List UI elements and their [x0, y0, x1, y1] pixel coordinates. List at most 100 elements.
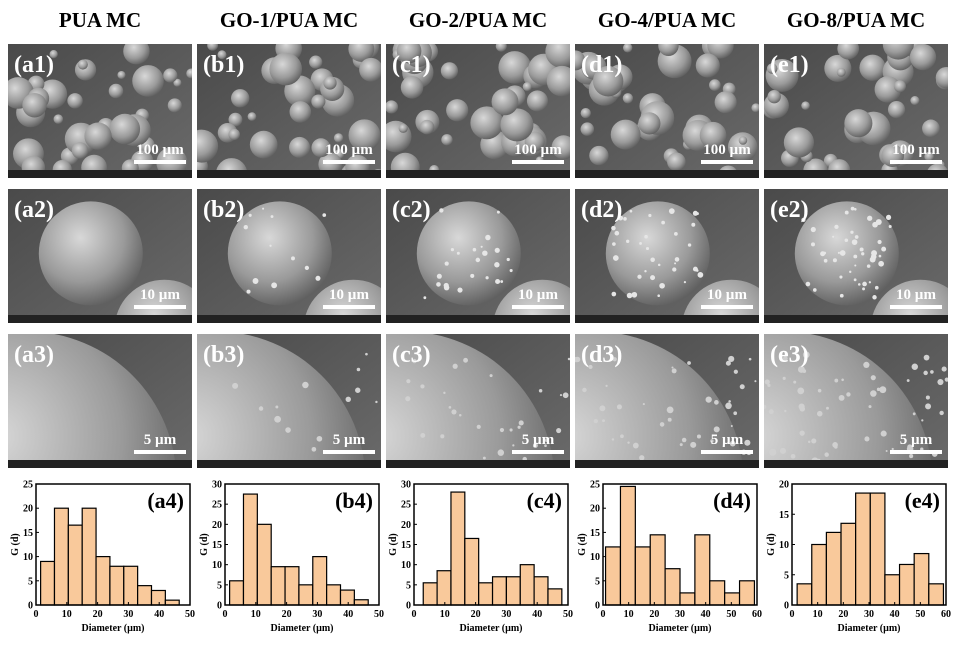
microsphere: [575, 50, 586, 71]
histogram-bar: [123, 565, 139, 606]
surface-particle: [648, 213, 652, 218]
surface-particle: [559, 394, 563, 397]
histogram-bar: [284, 566, 300, 606]
scale-label: 100 µm: [136, 142, 184, 158]
surface-particle: [262, 207, 265, 210]
info-bar: [764, 460, 948, 468]
surface-particle: [733, 369, 738, 374]
surface-particle: [642, 403, 645, 406]
x-tick-label: 20: [838, 609, 848, 620]
surface-particle: [888, 225, 892, 229]
sem-image: [575, 334, 759, 468]
panel-label: (c4): [527, 488, 562, 513]
surface-particle: [602, 419, 606, 423]
microsphere: [440, 62, 459, 80]
microsphere: [766, 63, 778, 74]
surface-particle: [813, 288, 817, 292]
surface-particle: [246, 289, 251, 294]
surface-particle: [782, 376, 786, 380]
surface-particle: [807, 440, 811, 444]
histogram-bar: [649, 534, 666, 606]
microsphere: [419, 119, 435, 135]
surface-particle: [243, 225, 248, 230]
histogram-bar: [664, 568, 681, 606]
surface-particle: [406, 379, 411, 384]
surface-particle: [480, 245, 483, 248]
microsphere: [658, 44, 679, 56]
panel-label: (c1): [392, 52, 431, 78]
surface-particle: [356, 367, 361, 372]
surface-particle: [616, 404, 622, 410]
panel-label: (c2): [392, 197, 431, 223]
surface-particle: [687, 243, 692, 247]
surface-particle: [872, 221, 878, 228]
microsphere: [887, 101, 906, 119]
sem-image: [764, 334, 948, 480]
surface-particle: [499, 427, 505, 433]
scale-label: 5 µm: [900, 432, 933, 448]
microsphere: [197, 129, 219, 163]
surface-particle: [420, 432, 426, 438]
histogram-bar: [840, 522, 857, 606]
sem-image: [8, 189, 192, 323]
microsphere: [38, 201, 143, 306]
x-tick-label: 30: [501, 609, 511, 620]
histogram-bar: [353, 599, 369, 606]
histogram-bar: [619, 485, 636, 606]
surface-particle: [695, 269, 699, 272]
surface-particle: [671, 366, 674, 369]
surface-particle: [866, 264, 871, 268]
surface-particle: [906, 379, 910, 382]
surface-particle: [862, 287, 865, 291]
surface-particle: [922, 476, 926, 480]
y-tick-label: 10: [779, 540, 789, 551]
panel-label: (e4): [905, 488, 940, 513]
y-tick-label: 30: [401, 480, 411, 491]
microsphere: [714, 91, 737, 114]
microsphere: [870, 279, 948, 323]
surface-particle: [849, 270, 852, 274]
surface-particle: [626, 292, 633, 299]
surface-particle: [302, 381, 309, 389]
surface-particle: [832, 258, 837, 263]
info-bar: [197, 315, 381, 323]
surface-particle: [285, 427, 291, 433]
sem-content: [575, 44, 759, 178]
surface-particle: [276, 468, 281, 473]
microsphere: [551, 135, 570, 160]
surface-particle: [659, 422, 665, 427]
surface-particle: [891, 447, 894, 451]
panel-label: (b3): [203, 342, 244, 368]
surface-particle: [870, 375, 876, 381]
column-title: GO-1/PUA MC: [220, 8, 358, 32]
microsphere: [783, 127, 814, 158]
info-bar: [386, 315, 570, 323]
surface-particle: [805, 281, 811, 287]
histogram-bar: [855, 492, 871, 606]
x-tick-label: 20: [282, 609, 292, 620]
surface-particle: [345, 396, 351, 402]
y-axis-title: G (d): [199, 533, 210, 556]
surface-particle: [365, 352, 368, 356]
microsphere: [359, 57, 381, 82]
surface-particle: [799, 430, 805, 436]
histogram-bar: [519, 564, 535, 606]
microsphere: [22, 93, 47, 118]
panel-label: (a2): [14, 197, 54, 223]
surface-particle: [769, 448, 777, 456]
y-tick-label: 0: [406, 601, 411, 612]
surface-particle: [690, 441, 697, 448]
surface-particle: [944, 377, 948, 382]
sem-image: [197, 189, 381, 323]
info-bar: [386, 170, 570, 178]
microsphere: [909, 44, 937, 71]
microsphere: [309, 55, 323, 69]
surface-particle: [517, 425, 521, 429]
scale-label: 5 µm: [333, 432, 366, 448]
microsphere: [269, 52, 302, 86]
microsphere: [727, 132, 758, 162]
surface-particle: [861, 252, 865, 256]
histogram-bar: [67, 524, 83, 606]
y-tick-label: 20: [590, 504, 600, 515]
surface-particle: [832, 442, 838, 448]
